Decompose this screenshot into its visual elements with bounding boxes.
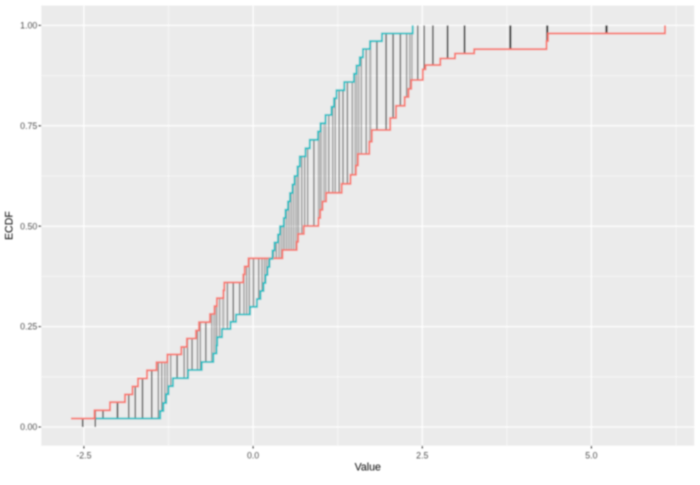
svg-text:0.50: 0.50	[20, 221, 37, 231]
svg-text:ECDF: ECDF	[4, 211, 16, 240]
svg-text:5.0: 5.0	[585, 450, 597, 460]
svg-text:-2.5: -2.5	[76, 450, 91, 460]
svg-text:0.75: 0.75	[20, 121, 37, 131]
svg-text:Value: Value	[355, 462, 381, 474]
svg-text:0.00: 0.00	[20, 422, 37, 432]
svg-text:0.25: 0.25	[20, 322, 37, 332]
svg-text:0.0: 0.0	[247, 450, 259, 460]
svg-text:2.5: 2.5	[416, 450, 428, 460]
svg-text:1.00: 1.00	[20, 21, 37, 31]
